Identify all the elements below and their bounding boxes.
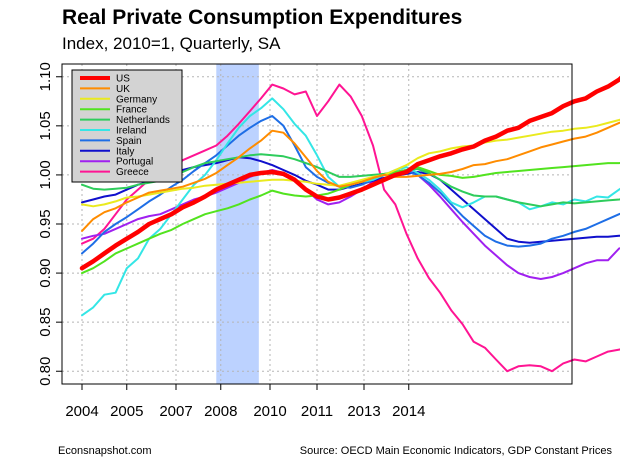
y-tick-label: 1.00 bbox=[37, 160, 54, 189]
x-tick-label: 2007 bbox=[159, 403, 192, 420]
legend-label-germany: Germany bbox=[116, 94, 157, 105]
footer-credit: Econsnapshot.com bbox=[58, 445, 152, 457]
legend-label-ireland: Ireland bbox=[116, 126, 147, 137]
x-tick-label: 2011 bbox=[301, 403, 333, 420]
legend-label-italy: Italy bbox=[116, 146, 134, 157]
x-tick-label: 2013 bbox=[347, 403, 380, 420]
chart-title: Real Private Consumption Expenditures bbox=[62, 6, 463, 29]
legend-label-uk: UK bbox=[116, 84, 130, 95]
footer-source: Source: OECD Main Economic Indicators, G… bbox=[299, 445, 612, 457]
x-tick-label: 2014 bbox=[392, 403, 425, 420]
y-tick-label: 1.05 bbox=[37, 111, 54, 140]
series-line-germany bbox=[81, 118, 620, 208]
y-tick-label: 0.90 bbox=[37, 258, 54, 287]
y-tick-label: 0.85 bbox=[37, 308, 54, 337]
legend-label-netherlands: Netherlands bbox=[116, 115, 170, 126]
x-tick-label: 2005 bbox=[110, 403, 143, 420]
x-tick-label: 2004 bbox=[65, 403, 98, 420]
y-tick-label: 0.95 bbox=[37, 209, 54, 238]
y-tick-label: 0.80 bbox=[37, 357, 54, 386]
series-line-uk bbox=[81, 121, 620, 232]
series-line-us bbox=[79, 75, 620, 271]
legend-label-us: US bbox=[116, 74, 130, 85]
legend-label-spain: Spain bbox=[116, 136, 142, 147]
series-line-spain bbox=[81, 115, 620, 255]
legend-label-greece: Greece bbox=[116, 167, 149, 178]
x-tick-label: 2010 bbox=[253, 403, 286, 420]
chart-subtitle: Index, 2010=1, Quarterly, SA bbox=[62, 34, 281, 53]
legend-label-portugal: Portugal bbox=[116, 157, 153, 168]
legend-label-france: France bbox=[116, 105, 148, 116]
x-tick-label: 2008 bbox=[204, 403, 237, 420]
legend: USUKGermanyFranceNetherlandsIrelandSpain… bbox=[71, 69, 183, 183]
y-tick-label: 1.10 bbox=[37, 62, 54, 91]
axis-ticks: 2004 2005 2007 2008 2010 2011 2013 2014 0.80 0.85… bbox=[37, 62, 425, 420]
